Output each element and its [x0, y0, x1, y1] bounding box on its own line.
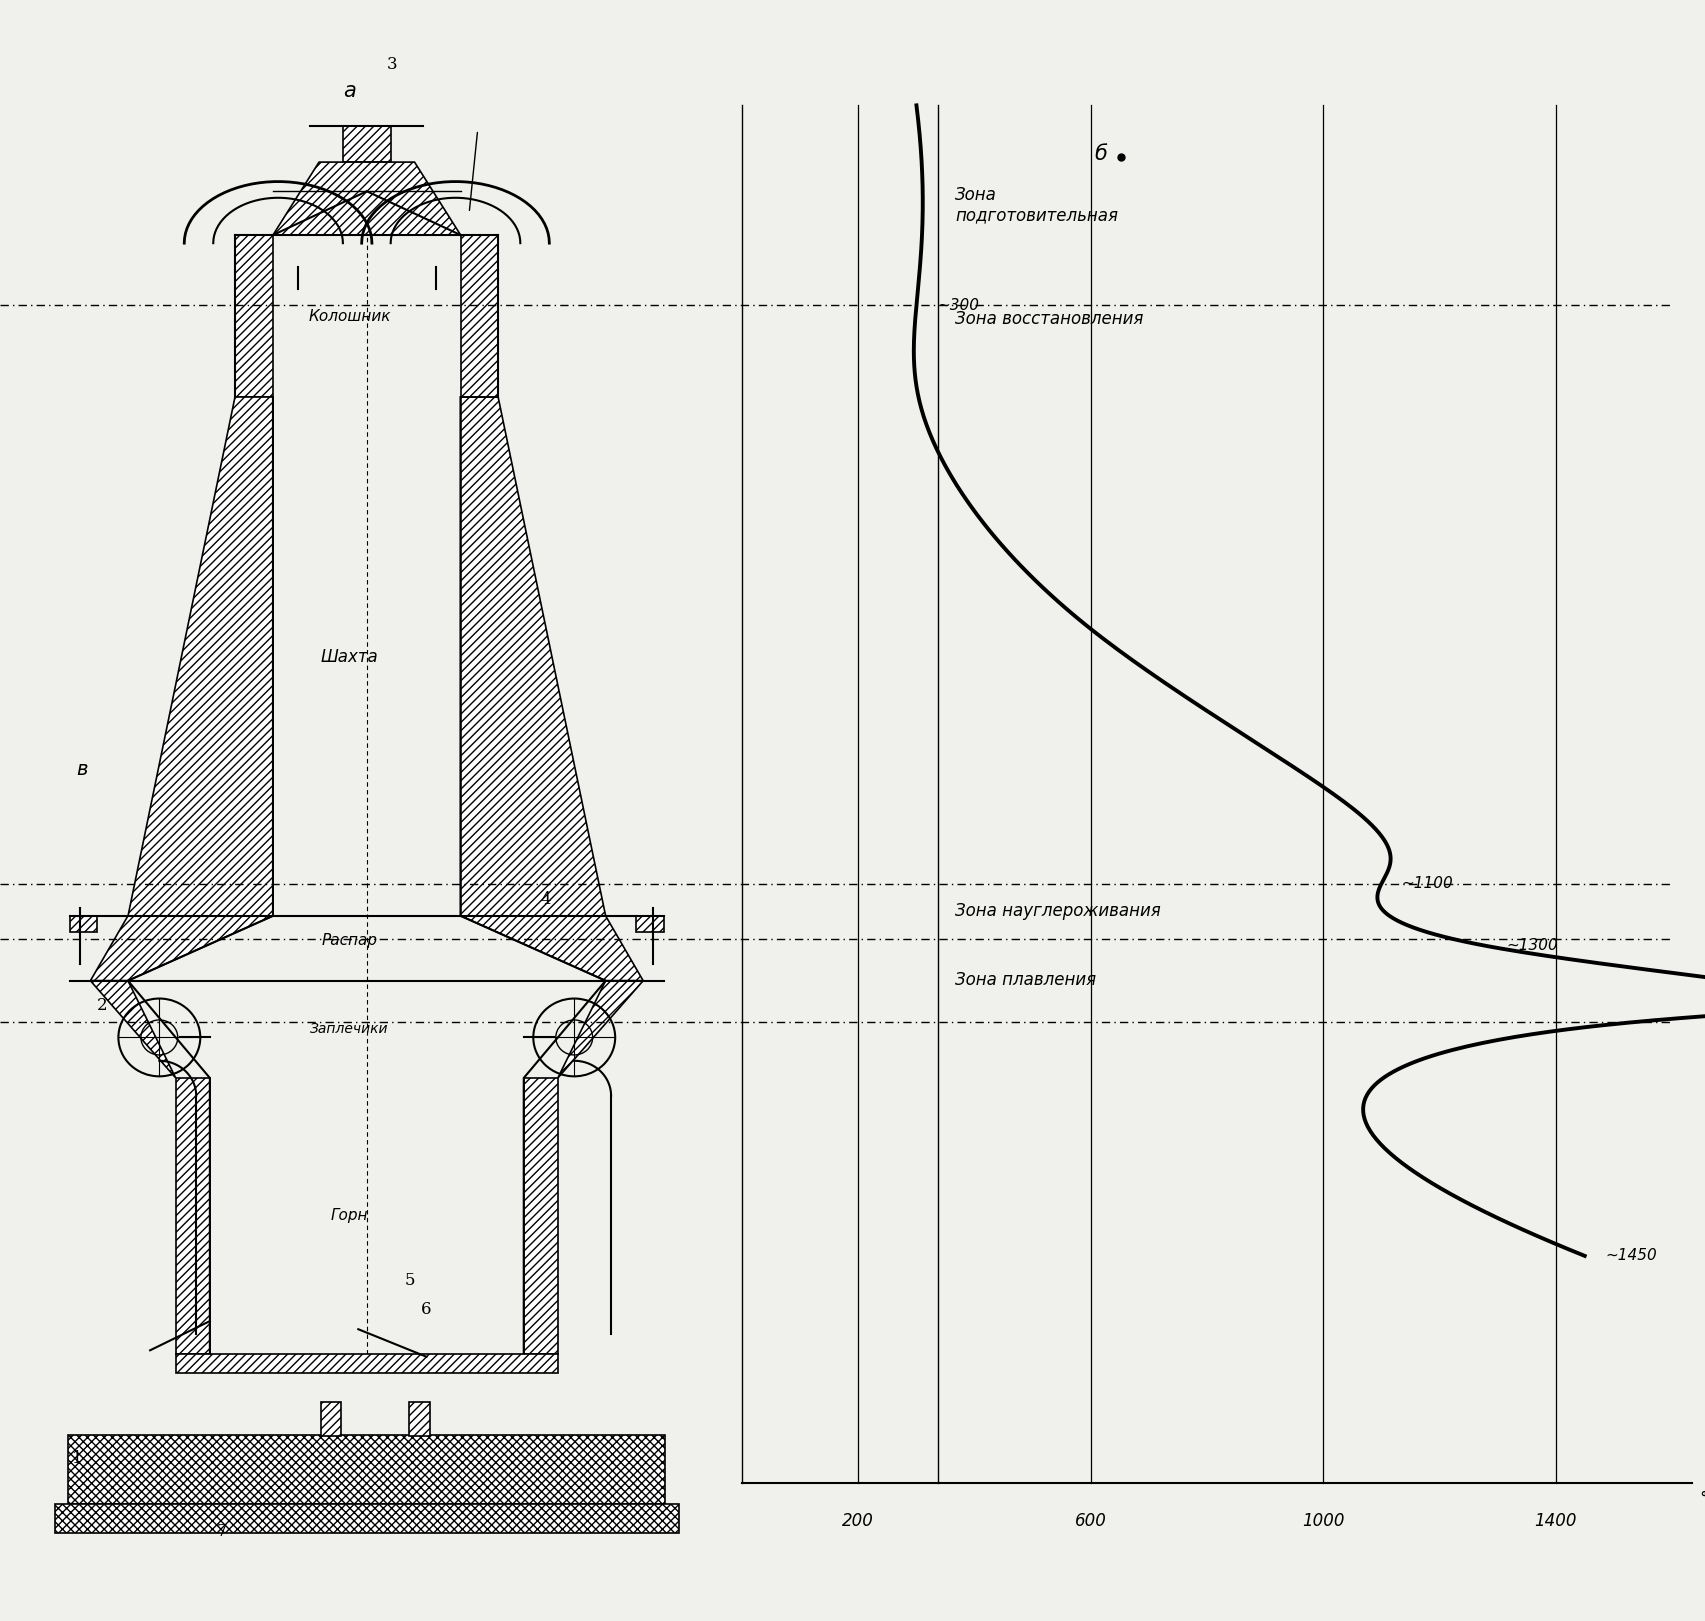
Polygon shape — [636, 916, 663, 932]
Polygon shape — [128, 397, 273, 916]
Polygon shape — [176, 1078, 210, 1354]
Text: в: в — [77, 760, 87, 780]
Polygon shape — [55, 1504, 679, 1533]
Text: °С: °С — [1702, 1490, 1705, 1509]
Text: 1: 1 — [72, 1451, 82, 1467]
Text: Горн: Горн — [331, 1208, 368, 1224]
Text: ~1100: ~1100 — [1402, 877, 1453, 892]
Text: 1000: 1000 — [1301, 1512, 1344, 1530]
Polygon shape — [558, 981, 643, 1078]
Polygon shape — [321, 1402, 341, 1436]
Text: °С: °С — [1698, 1490, 1705, 1509]
Text: Колошник: Колошник — [309, 308, 390, 324]
Text: 3: 3 — [387, 57, 397, 73]
Polygon shape — [460, 235, 498, 397]
Text: а: а — [343, 81, 356, 101]
Text: 1400: 1400 — [1533, 1512, 1575, 1530]
Polygon shape — [273, 162, 460, 235]
Text: б: б — [1093, 144, 1107, 164]
Polygon shape — [235, 235, 273, 397]
Text: Зона плавления: Зона плавления — [955, 971, 1096, 989]
Text: ~300: ~300 — [936, 298, 979, 313]
Polygon shape — [523, 1078, 558, 1354]
Polygon shape — [70, 916, 97, 932]
Polygon shape — [460, 916, 643, 981]
Text: Шахта: Шахта — [321, 647, 379, 666]
Text: 2: 2 — [97, 997, 107, 1013]
Text: 5: 5 — [404, 1272, 414, 1289]
Text: Зона восстановления: Зона восстановления — [955, 310, 1142, 327]
Text: Зона
подготовительная: Зона подготовительная — [955, 186, 1118, 225]
Polygon shape — [343, 126, 390, 162]
Polygon shape — [68, 1435, 665, 1504]
Polygon shape — [409, 1402, 430, 1436]
Text: ~1450: ~1450 — [1604, 1248, 1656, 1263]
Text: Зона науглероживания: Зона науглероживания — [955, 903, 1161, 921]
Text: 7: 7 — [217, 1524, 227, 1540]
Polygon shape — [460, 397, 605, 916]
Text: 6: 6 — [421, 1302, 431, 1318]
Text: Распар: Распар — [322, 932, 377, 948]
Text: 600: 600 — [1074, 1512, 1107, 1530]
Polygon shape — [90, 981, 176, 1078]
Text: 4: 4 — [540, 892, 551, 908]
Text: Заплечики: Заплечики — [310, 1023, 389, 1036]
Text: 200: 200 — [842, 1512, 873, 1530]
FancyBboxPatch shape — [742, 105, 1671, 1483]
Text: ~1300: ~1300 — [1506, 939, 1557, 953]
Polygon shape — [90, 916, 273, 981]
Polygon shape — [176, 1354, 558, 1373]
